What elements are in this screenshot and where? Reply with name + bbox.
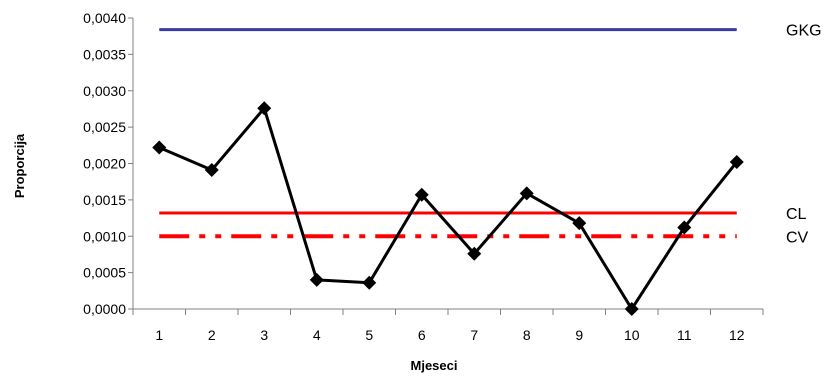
y-tick-label: 0,0015 [83, 192, 126, 208]
x-tick-label: 10 [624, 327, 640, 343]
x-tick-label: 2 [208, 327, 216, 343]
reference-label-cl: CL [786, 206, 807, 223]
reference-label-gkg: GKG [786, 23, 822, 40]
y-tick-label: 0,0035 [83, 46, 126, 62]
x-tick-label: 9 [575, 327, 583, 343]
data-point-marker [677, 220, 692, 235]
series-layer [152, 101, 744, 316]
data-point-marker [309, 272, 324, 287]
y-axis: 0,0000 0,0005 0,0010 0,0015 0,0020 0,0025 0,00… [83, 10, 134, 317]
y-tick-label: 0,0020 [83, 156, 126, 172]
data-point-marker [467, 246, 482, 261]
y-tick-label: 0,0025 [83, 119, 126, 135]
y-axis-title: Proporcija [12, 133, 27, 198]
data-point-marker [572, 216, 587, 231]
y-tick-label: 0,0000 [83, 301, 126, 317]
x-axis-title: Mjeseci [411, 358, 458, 373]
data-point-marker [414, 187, 429, 202]
x-tick-label: 4 [313, 327, 321, 343]
data-point-marker [152, 140, 167, 155]
data-point-marker [729, 155, 744, 170]
reference-lines: GKG CL CV [159, 23, 822, 246]
x-tick-label: 7 [470, 327, 478, 343]
series-line [158, 106, 738, 311]
x-tick-label: 6 [418, 327, 426, 343]
reference-label-cv: CV [786, 229, 809, 246]
y-tick-label: 0,0005 [83, 265, 126, 281]
y-tick-label: 0,0040 [83, 10, 126, 26]
x-tick-label: 5 [365, 327, 373, 343]
x-axis: 1 2 3 4 5 6 7 8 9 10 11 12 [132, 308, 764, 343]
data-point-marker [257, 101, 272, 116]
y-tick-label: 0,0030 [83, 83, 126, 99]
data-point-marker [204, 163, 219, 178]
x-tick-label: 1 [155, 327, 163, 343]
x-tick-label: 11 [677, 327, 692, 343]
x-tick-label: 12 [729, 327, 745, 343]
x-tick-label: 8 [523, 327, 531, 343]
data-point-marker [362, 275, 377, 290]
x-tick-label: 3 [260, 327, 268, 343]
y-tick-label: 0,0010 [83, 228, 126, 244]
data-point-marker [624, 302, 639, 316]
data-point-marker [519, 186, 534, 201]
